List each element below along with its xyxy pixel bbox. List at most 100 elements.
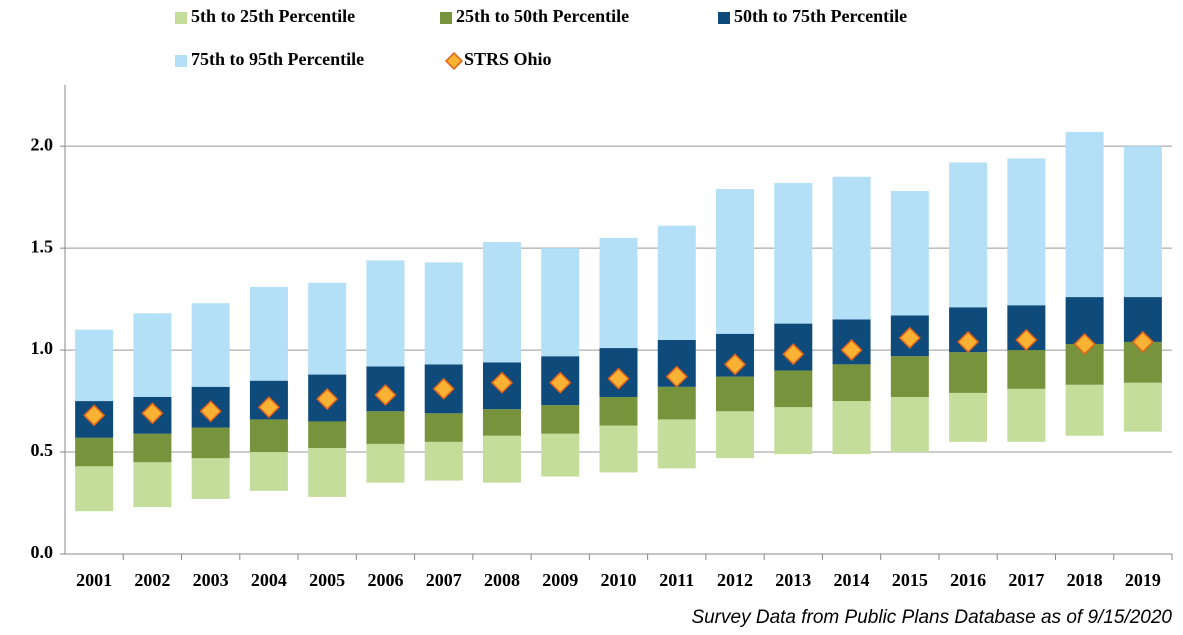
legend-swatch <box>175 12 187 24</box>
bar-segment <box>75 437 114 467</box>
bar-segment <box>657 419 696 469</box>
bar-segment <box>599 396 638 426</box>
bar-segment <box>599 425 638 473</box>
y-tick-label: 1.5 <box>31 236 54 256</box>
x-tick-label: 2010 <box>601 570 637 590</box>
x-tick-label: 2006 <box>367 570 403 590</box>
bar-segment <box>716 376 755 412</box>
marker <box>607 367 630 390</box>
bar-segment <box>890 191 929 316</box>
bar-segment <box>191 303 230 387</box>
bar-segment <box>75 329 114 402</box>
legend-swatch <box>440 12 452 24</box>
bar-segment <box>832 401 871 455</box>
bar-segment <box>133 462 172 508</box>
bar-segment <box>832 364 871 402</box>
marker <box>665 365 688 388</box>
x-tick-label: 2005 <box>309 570 345 590</box>
legend-label: STRS Ohio <box>464 49 552 69</box>
x-tick-label: 2011 <box>659 570 694 590</box>
bar-segment <box>424 413 463 442</box>
x-tick-label: 2008 <box>484 570 520 590</box>
x-tick-label: 2004 <box>251 570 287 590</box>
x-tick-label: 2001 <box>76 570 112 590</box>
bar-segment <box>599 237 638 349</box>
bar-segment <box>366 443 405 483</box>
bar-segment <box>308 447 347 497</box>
x-tick-label: 2002 <box>134 570 170 590</box>
marker <box>432 377 455 400</box>
legend-swatch <box>718 12 730 24</box>
marker <box>549 371 572 394</box>
marker <box>957 330 980 353</box>
y-tick-label: 0.0 <box>31 542 54 562</box>
marker <box>1073 332 1096 356</box>
marker <box>257 396 280 419</box>
bar-segment <box>774 407 813 455</box>
x-tick-label: 2014 <box>834 570 870 590</box>
marker <box>1015 328 1038 351</box>
bar-segment <box>249 419 288 453</box>
x-tick-label: 2009 <box>542 570 578 590</box>
bar-segment <box>890 396 929 453</box>
x-tick-label: 2019 <box>1125 570 1161 590</box>
y-tick-label: 0.5 <box>31 440 54 460</box>
bar-segment <box>1123 382 1162 432</box>
bar-segment <box>191 458 230 499</box>
legend-label: 50th to 75th Percentile <box>734 6 907 26</box>
bar-segment <box>133 313 172 397</box>
y-tick-label: 2.0 <box>31 134 54 154</box>
bar-segment <box>308 421 347 448</box>
marker <box>374 383 397 407</box>
bar-segment <box>424 262 463 365</box>
legend-swatch <box>175 55 187 67</box>
bar-segment <box>1065 131 1104 298</box>
bar-segment <box>1065 384 1104 436</box>
legend-label: 75th to 95th Percentile <box>191 49 364 69</box>
bar-segment <box>482 242 521 363</box>
bar-segment <box>774 182 813 324</box>
bar-segment <box>949 352 988 393</box>
bar-segment <box>716 411 755 459</box>
bar-segment <box>541 405 580 434</box>
x-tick-label: 2012 <box>717 570 753 590</box>
marker <box>723 353 747 376</box>
bar-segment <box>716 188 755 334</box>
bar-segment <box>1123 146 1162 298</box>
x-tick-label: 2016 <box>950 570 986 590</box>
bar-segment <box>366 260 405 367</box>
bar-segment <box>482 409 521 436</box>
bar-segment <box>191 427 230 459</box>
bar-segment <box>249 452 288 491</box>
bar-segment <box>657 225 696 340</box>
marker <box>898 326 921 349</box>
x-tick-label: 2017 <box>1008 570 1044 590</box>
bar-segment <box>482 435 521 483</box>
bar-segment <box>541 433 580 477</box>
bar-segment <box>949 162 988 308</box>
marker <box>83 404 106 427</box>
bar-segment <box>832 176 871 320</box>
bar-segment <box>249 286 288 381</box>
y-tick-label: 1.0 <box>31 338 54 358</box>
marker <box>782 343 805 366</box>
x-tick-label: 2007 <box>426 570 462 590</box>
legend-marker <box>444 51 464 71</box>
bar-segment <box>890 356 929 397</box>
marker <box>141 402 164 425</box>
marker <box>199 400 222 423</box>
marker <box>1131 330 1154 353</box>
source-note: Survey Data from Public Plans Database a… <box>691 607 1172 628</box>
marker <box>490 371 514 394</box>
marker <box>316 387 339 411</box>
bar-segment <box>424 441 463 481</box>
x-tick-label: 2018 <box>1067 570 1103 590</box>
bar-segment <box>1007 350 1046 389</box>
bar-segment <box>1007 388 1046 442</box>
bar-segment <box>366 411 405 444</box>
bar-segment <box>541 248 580 357</box>
x-tick-label: 2015 <box>892 570 928 590</box>
bar-segment <box>75 466 114 512</box>
x-tick-label: 2003 <box>193 570 229 590</box>
